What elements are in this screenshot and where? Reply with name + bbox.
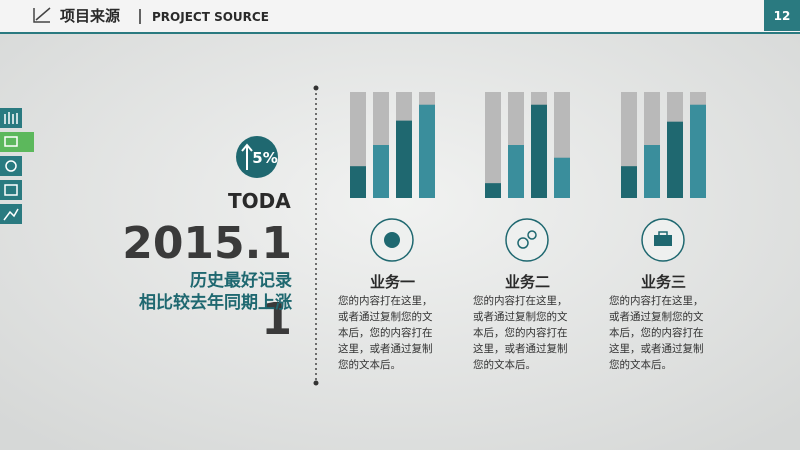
bar: [350, 166, 366, 198]
percent-text: 5%: [252, 149, 277, 167]
group-description: 这里，或者通过复制: [473, 342, 568, 355]
group-description: 或者通过复制您的文: [473, 310, 568, 323]
bar-track: [485, 92, 501, 198]
header-icon: [33, 7, 51, 23]
group-description: 或者通过复制您的文: [338, 310, 433, 323]
group-description: 这里，或者通过复制: [338, 342, 433, 355]
divider-dot: [313, 85, 319, 91]
highlight-line: 相比较去年同期上涨: [139, 292, 292, 313]
header-title: 项目来源: [60, 7, 120, 25]
bar: [621, 166, 637, 198]
divider-dot: [313, 380, 319, 386]
nav-icon[interactable]: [0, 108, 22, 128]
group-description: 您的内容打在这里，: [609, 294, 704, 307]
page-number-box: [764, 0, 800, 31]
side-nav: [0, 108, 34, 224]
bar: [531, 104, 547, 198]
group-description: 这里，或者通过复制: [609, 342, 704, 355]
group-description: 您的内容打在这里，: [473, 294, 568, 307]
group-description: 您的文本后。: [609, 358, 672, 371]
page-number: 12: [774, 9, 791, 23]
group-label: 业务一: [370, 273, 415, 291]
group-icons: [370, 218, 685, 262]
arrow-icon: [241, 143, 253, 170]
bar: [690, 104, 706, 198]
nav-icon[interactable]: [0, 156, 22, 176]
date-wrap-text: 1: [261, 294, 292, 345]
bar: [485, 183, 501, 198]
bar: [373, 145, 389, 198]
date-text: 2015.1: [122, 218, 292, 269]
group-description: 您的内容打在这里，: [338, 294, 433, 307]
group-label: 业务二: [505, 273, 550, 291]
header-subtitle: PROJECT SOURCE: [152, 10, 269, 24]
bar: [396, 120, 412, 198]
bar: [554, 157, 570, 198]
highlight-line: 历史最好记录: [190, 270, 292, 291]
bar: [644, 145, 660, 198]
bar: [508, 145, 524, 198]
bar: [419, 104, 435, 198]
group-description: 您的文本后。: [473, 358, 536, 371]
group-description: 本后，您的内容打在: [609, 326, 704, 339]
group-description: 本后，您的内容打在: [473, 326, 568, 339]
group-label: 业务三: [641, 273, 686, 291]
bar: [667, 121, 683, 198]
group-description: 您的文本后。: [338, 358, 401, 371]
today-label: TODA: [228, 189, 291, 213]
header-bar: [0, 0, 800, 32]
group-description: 本后，您的内容打在: [338, 326, 433, 339]
group-description: 或者通过复制您的文: [609, 310, 704, 323]
nav-icon[interactable]: [0, 180, 22, 200]
